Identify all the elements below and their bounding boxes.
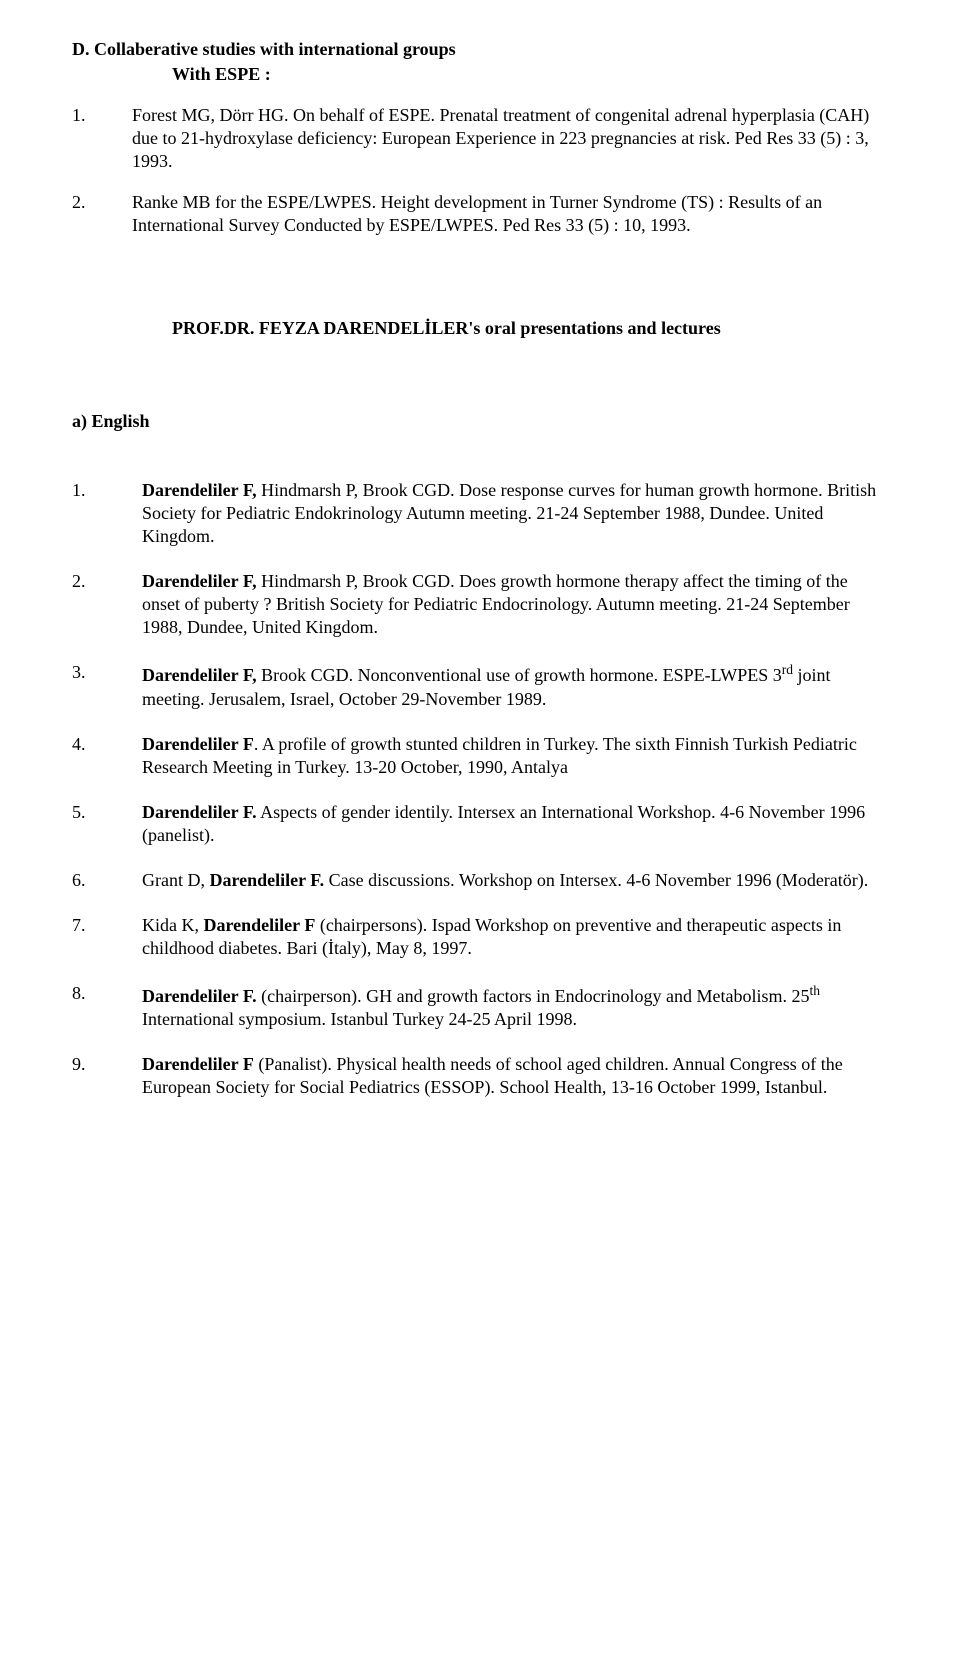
- item-text: Darendeliler F, Hindmarsh P, Brook CGD. …: [142, 570, 888, 639]
- author-bold: Darendeliler F.: [209, 870, 324, 890]
- item-rest-pre: Brook CGD. Nonconventional use of growth…: [257, 665, 782, 685]
- author-bold: Darendeliler F: [142, 734, 254, 754]
- item-number: 1.: [72, 479, 142, 548]
- presentations-heading: PROF.DR. FEYZA DARENDELİLER's oral prese…: [172, 317, 888, 340]
- item-number: 5.: [72, 801, 142, 847]
- author-bold: Darendeliler F.: [142, 986, 257, 1006]
- superscript: rd: [782, 662, 793, 677]
- item-pre: Grant D,: [142, 870, 209, 890]
- item-text: Darendeliler F. A profile of growth stun…: [142, 733, 888, 779]
- item-number: 7.: [72, 914, 142, 960]
- item-number: 4.: [72, 733, 142, 779]
- list-item: 7. Kida K, Darendeliler F (chairpersons)…: [72, 914, 888, 960]
- item-number: 3.: [72, 661, 142, 710]
- item-number: 9.: [72, 1053, 142, 1099]
- author-bold: Darendeliler F.: [142, 802, 257, 822]
- item-text: Darendeliler F, Brook CGD. Nonconvention…: [142, 661, 888, 710]
- item-text: Darendeliler F (Panalist). Physical heal…: [142, 1053, 888, 1099]
- item-text: Grant D, Darendeliler F. Case discussion…: [142, 869, 888, 892]
- author-bold: Darendeliler F,: [142, 571, 257, 591]
- item-rest: Case discussions. Workshop on Intersex. …: [324, 870, 868, 890]
- list-item: 3. Darendeliler F, Brook CGD. Nonconvent…: [72, 661, 888, 710]
- english-subheading: a) English: [72, 410, 888, 433]
- list-item: 2. Ranke MB for the ESPE/LWPES. Height d…: [72, 191, 888, 237]
- item-text: Darendeliler F, Hindmarsh P, Brook CGD. …: [142, 479, 888, 548]
- superscript: th: [810, 983, 821, 998]
- list-item: 9. Darendeliler F (Panalist). Physical h…: [72, 1053, 888, 1099]
- list-item: 1. Forest MG, Dörr HG. On behalf of ESPE…: [72, 104, 888, 173]
- item-number: 2.: [72, 191, 132, 237]
- author-bold: Darendeliler F: [204, 915, 316, 935]
- list-item: 6. Grant D, Darendeliler F. Case discuss…: [72, 869, 888, 892]
- author-bold: Darendeliler F,: [142, 665, 257, 685]
- list-item: 5. Darendeliler F. Aspects of gender ide…: [72, 801, 888, 847]
- list-item: 8. Darendeliler F. (chairperson). GH and…: [72, 982, 888, 1031]
- item-number: 2.: [72, 570, 142, 639]
- item-number: 1.: [72, 104, 132, 173]
- item-pre: Kida K,: [142, 915, 204, 935]
- author-bold: Darendeliler F: [142, 1054, 254, 1074]
- item-text: Forest MG, Dörr HG. On behalf of ESPE. P…: [132, 104, 888, 173]
- list-item: 1. Darendeliler F, Hindmarsh P, Brook CG…: [72, 479, 888, 548]
- list-item: 2. Darendeliler F, Hindmarsh P, Brook CG…: [72, 570, 888, 639]
- list-item: 4. Darendeliler F. A profile of growth s…: [72, 733, 888, 779]
- section-d-subtitle: With ESPE :: [172, 63, 888, 86]
- top-list: 1. Forest MG, Dörr HG. On behalf of ESPE…: [72, 104, 888, 237]
- item-rest-post: International symposium. Istanbul Turkey…: [142, 1009, 577, 1029]
- item-number: 8.: [72, 982, 142, 1031]
- item-rest-pre: (chairperson). GH and growth factors in …: [257, 986, 810, 1006]
- item-text: Ranke MB for the ESPE/LWPES. Height deve…: [132, 191, 888, 237]
- item-number: 6.: [72, 869, 142, 892]
- item-text: Darendeliler F. (chairperson). GH and gr…: [142, 982, 888, 1031]
- item-text: Kida K, Darendeliler F (chairpersons). I…: [142, 914, 888, 960]
- item-text: Darendeliler F. Aspects of gender identi…: [142, 801, 888, 847]
- section-d-title: D. Collaberative studies with internatio…: [72, 38, 888, 61]
- main-list: 1. Darendeliler F, Hindmarsh P, Brook CG…: [72, 479, 888, 1099]
- author-bold: Darendeliler F,: [142, 480, 257, 500]
